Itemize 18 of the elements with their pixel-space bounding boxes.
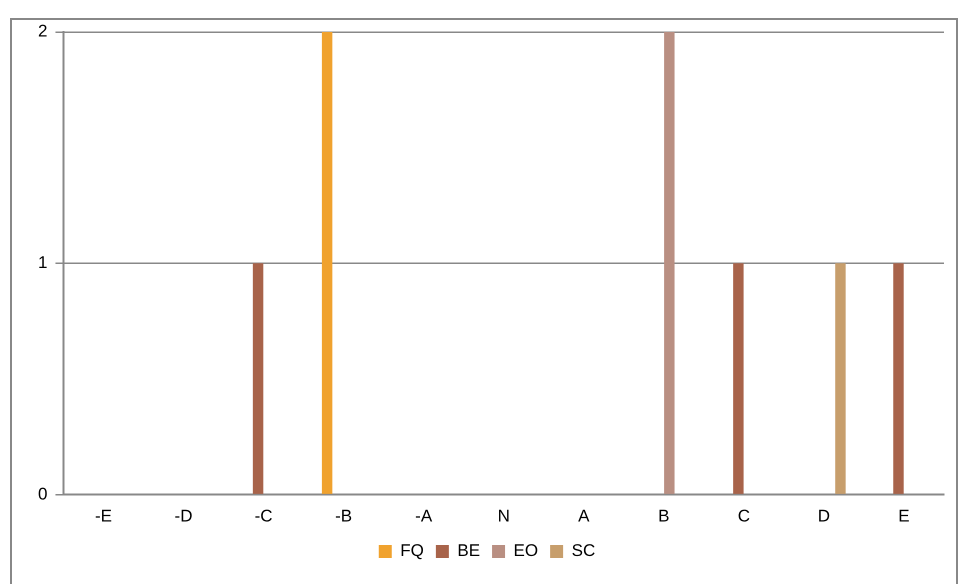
x-tick-label: A [578,506,590,526]
x-tick-label: -E [94,506,112,526]
legend-label: FQ [400,541,424,560]
legend-label: SC [572,541,596,560]
legend-label: EO [514,541,538,560]
x-tick-label: C [738,506,750,526]
x-tick-label: -A [415,506,433,526]
x-tick-label: D [818,506,830,526]
x-tick-label: E [898,506,910,526]
x-tick-label: -C [254,506,273,526]
legend-label: BE [457,541,480,560]
y-tick-label: 0 [38,484,48,504]
y-tick-label: 1 [38,252,48,272]
x-tick-label: N [498,506,510,526]
x-tick-label: -D [174,506,193,526]
x-tick-label: B [658,506,670,526]
x-tick-label: -B [335,506,352,526]
y-tick-label: 2 [38,22,48,41]
